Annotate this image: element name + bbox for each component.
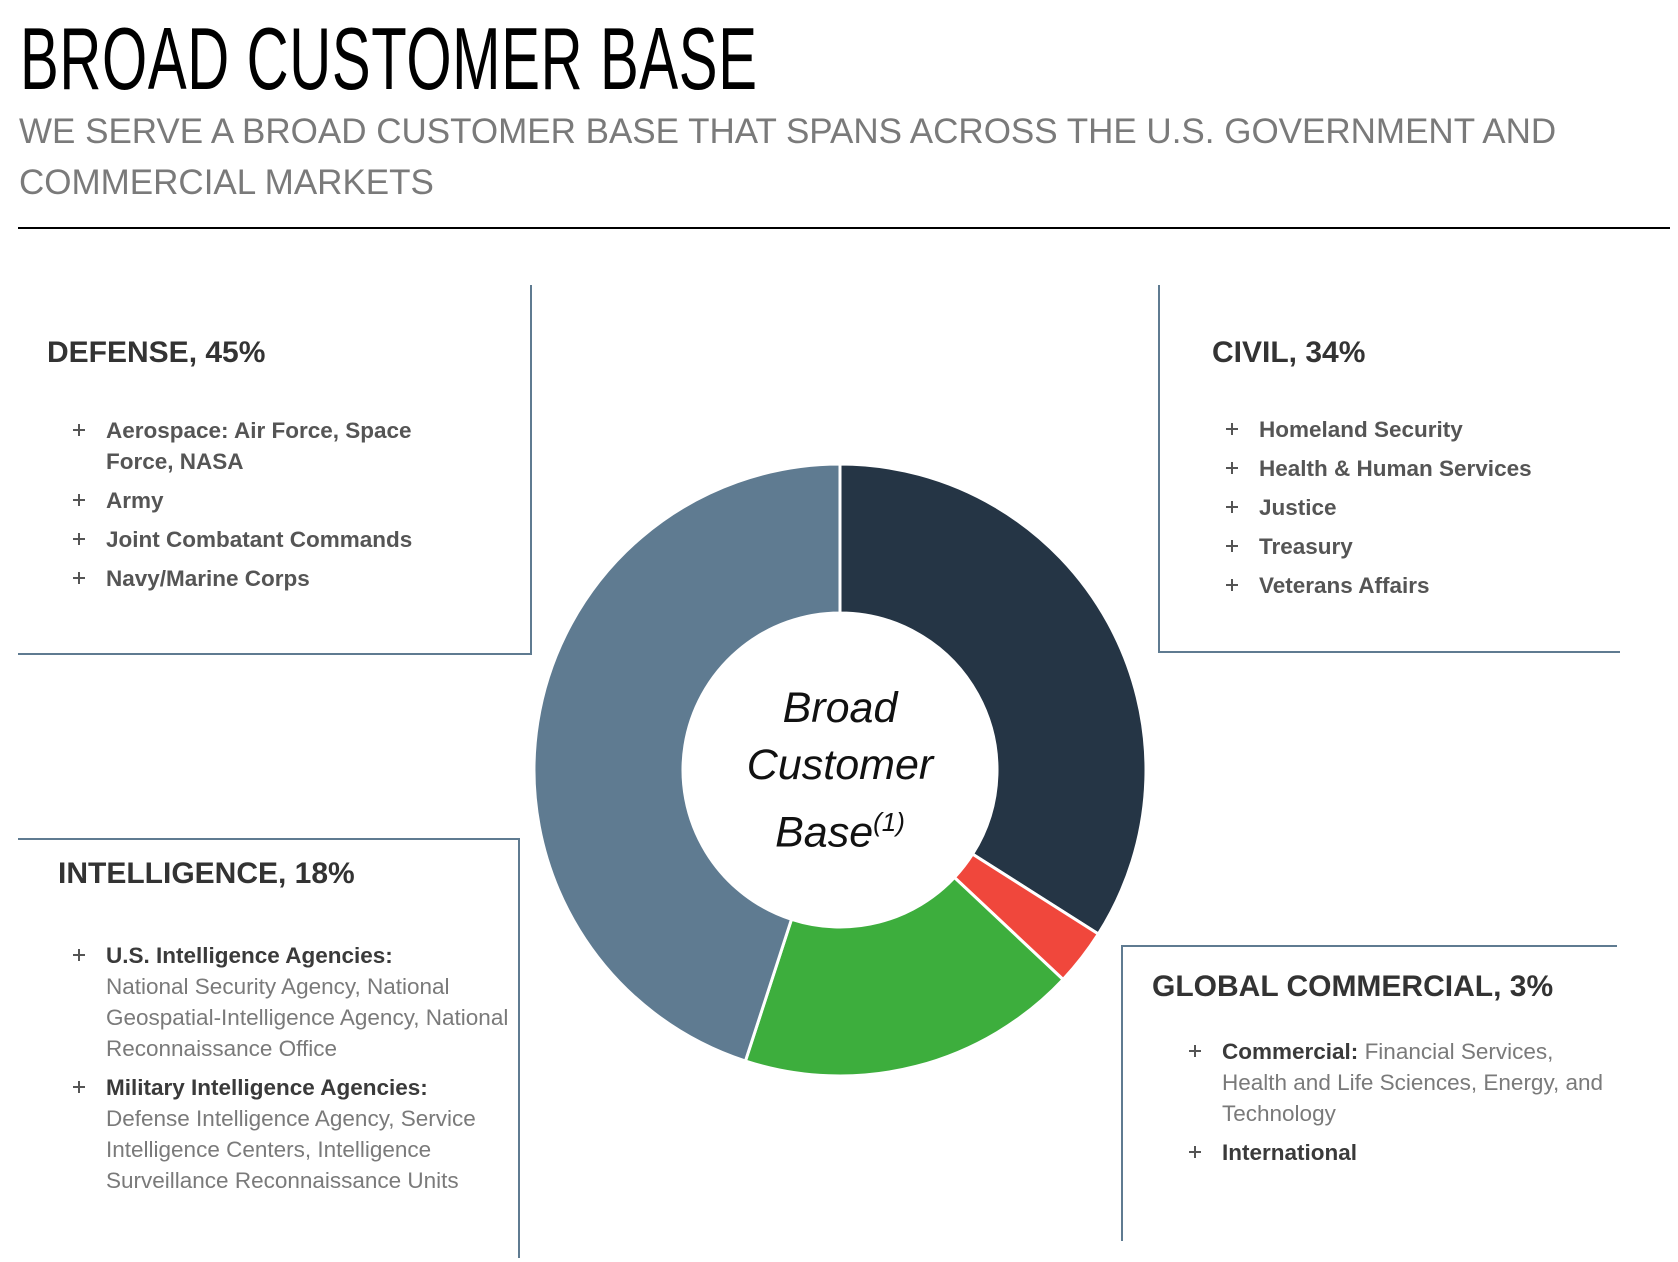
item-lead: Homeland Security: [1259, 417, 1463, 442]
frame-line: [1121, 945, 1617, 947]
item-lead: International: [1222, 1140, 1358, 1165]
bullet: [73, 949, 85, 961]
list-item: U.S. Intelligence Agencies: National Sec…: [73, 940, 516, 1064]
donut-segment: [838, 462, 1148, 937]
bullet: [1189, 1146, 1201, 1158]
frame-line: [1158, 285, 1160, 653]
donut-segment: [532, 462, 842, 1063]
item-lead: Health & Human Services: [1259, 456, 1532, 481]
list-item: Military Intelligence Agencies: Defense …: [73, 1072, 516, 1196]
item-list: U.S. Intelligence Agencies: National Sec…: [73, 940, 516, 1204]
item-lead: Commercial:: [1222, 1039, 1359, 1064]
center-text: Broad Customer Base: [746, 684, 934, 857]
panel-heading: INTELLIGENCE, 18%: [58, 857, 355, 890]
bullet: [1226, 540, 1238, 552]
panel-heading: GLOBAL COMMERCIAL, 3%: [1152, 970, 1554, 1003]
item-lead: Veterans Affairs: [1259, 573, 1430, 598]
frame-line: [18, 838, 520, 840]
item-list: Commercial: Financial Services, Health a…: [1189, 1036, 1607, 1176]
list-item: Homeland Security: [1226, 414, 1619, 445]
item-lead: Army: [106, 488, 164, 513]
bullet: [73, 572, 85, 584]
list-item: Commercial: Financial Services, Health a…: [1189, 1036, 1607, 1129]
title: BROAD CUSTOMER BASE: [20, 9, 758, 108]
item-lead: Justice: [1259, 495, 1337, 520]
bullet: [1226, 423, 1238, 435]
item-lead: Navy/Marine Corps: [106, 566, 310, 591]
bullet: [1226, 501, 1238, 513]
item-lead: Military Intelligence Agencies:: [106, 1075, 428, 1100]
bullet: [73, 1081, 85, 1093]
frame-line: [1158, 651, 1620, 653]
panel-heading: DEFENSE, 45%: [47, 336, 266, 369]
item-lead: Joint Combatant Commands: [106, 527, 413, 552]
list-item: Health & Human Services: [1226, 453, 1619, 484]
list-item: Justice: [1226, 492, 1619, 523]
item-text: Financial Services, Health and Life Scie…: [1222, 1039, 1604, 1126]
panel-heading: CIVIL, 34%: [1212, 336, 1366, 369]
bullet: [73, 533, 85, 545]
list-item: Navy/Marine Corps: [73, 563, 431, 594]
frame-line: [18, 653, 532, 655]
bullet: [1189, 1045, 1201, 1057]
center-label: Broad Customer Base(1): [720, 680, 960, 861]
donut-segment: [743, 875, 1066, 1078]
list-item: International: [1189, 1137, 1607, 1168]
item-list: Aerospace: Air Force, Space Force, NASA A…: [73, 415, 431, 602]
list-item: Joint Combatant Commands: [73, 524, 431, 555]
bullet: [73, 424, 85, 436]
list-item: Aerospace: Air Force, Space Force, NASA: [73, 415, 431, 477]
item-list: Homeland Security Health & Human Services…: [1226, 414, 1619, 609]
footnote-mark: (1): [873, 807, 905, 837]
item-text: Defense Intelligence Agency, Service Int…: [106, 1106, 476, 1193]
frame-line: [518, 838, 520, 1258]
divider: [18, 227, 1670, 229]
item-lead: Aerospace: Air Force, Space Force, NASA: [106, 418, 412, 474]
item-lead: Treasury: [1259, 534, 1353, 559]
list-item: Army: [73, 485, 431, 516]
bullet: [1226, 462, 1238, 474]
frame-line: [1121, 945, 1123, 1241]
frame-line: [530, 285, 532, 655]
bullet: [73, 494, 85, 506]
list-item: Veterans Affairs: [1226, 570, 1619, 601]
item-lead: U.S. Intelligence Agencies:: [106, 943, 393, 968]
bullet: [1226, 579, 1238, 591]
subtitle: WE SERVE A BROAD CUSTOMER BASE THAT SPAN…: [19, 112, 1557, 202]
item-text: National Security Agency, National Geosp…: [106, 974, 509, 1061]
list-item: Treasury: [1226, 531, 1619, 562]
